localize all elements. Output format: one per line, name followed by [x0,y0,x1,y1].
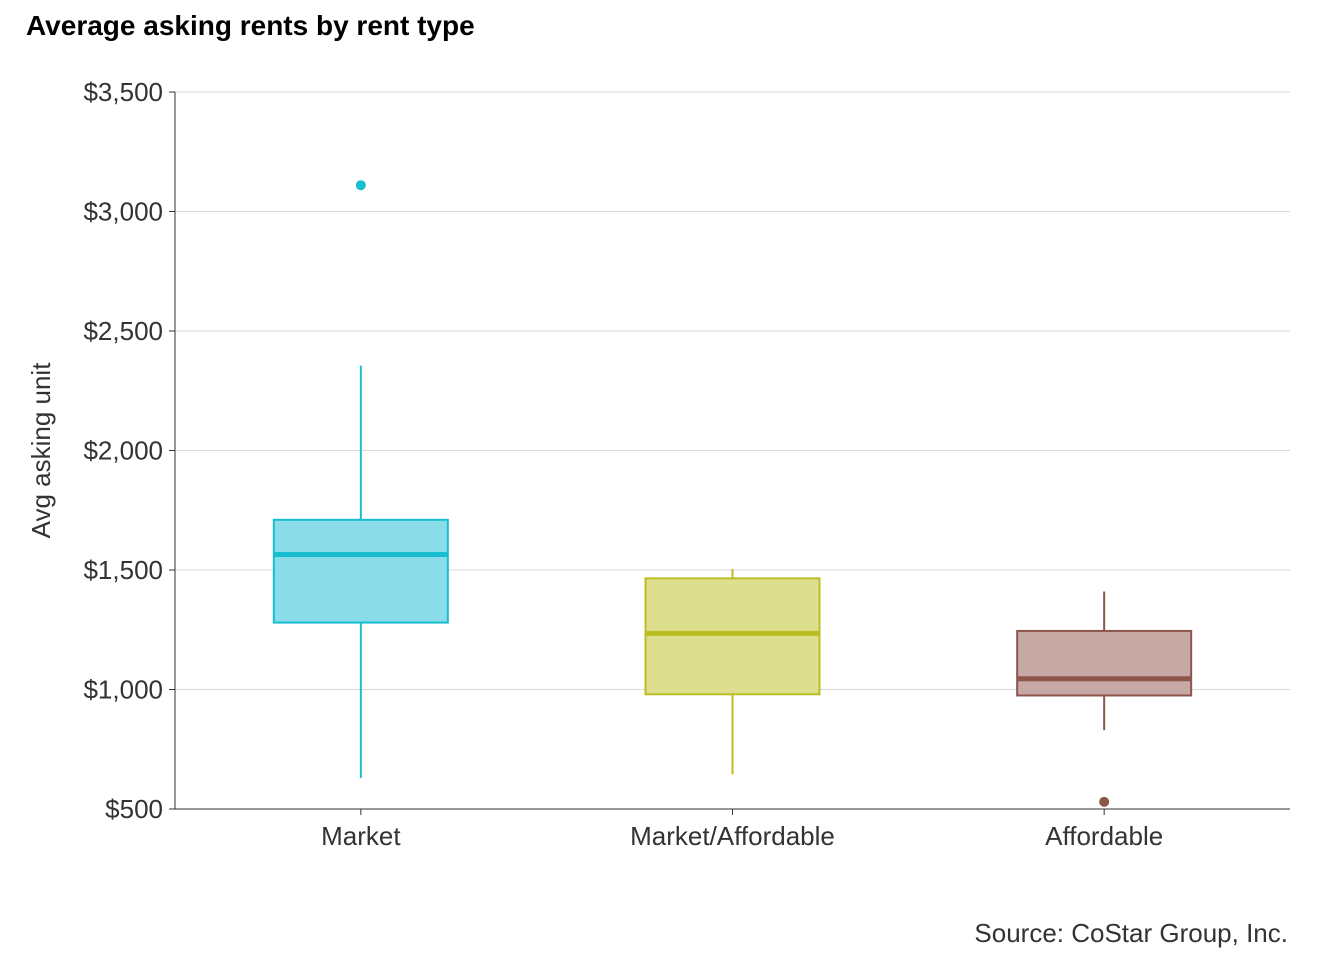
x-tick-label-market: Market [321,821,401,851]
y-tick-label: $500 [105,794,163,824]
box-iqr [1016,629,1193,697]
y-tick-label: $1,000 [83,675,163,705]
x-tick-label-market-affordable: Market/Affordable [630,821,835,851]
y-tick-label: $3,500 [83,77,163,107]
x-tick-label-affordable: Affordable [1045,821,1163,851]
y-axis-title: Avg asking unit [26,362,56,539]
box-affordable [1016,591,1193,807]
axes [169,91,1290,815]
y-tick-label: $2,000 [83,436,163,466]
box-market-affordable [644,568,821,775]
y-tick-label: $1,500 [83,555,163,585]
outlier-point [355,180,366,191]
chart-source: Source: CoStar Group, Inc. [974,918,1288,948]
box-iqr [644,577,821,696]
chart-title: Average asking rents by rent type [26,10,475,41]
box-iqr [272,518,449,624]
y-tick-label: $3,000 [83,197,163,227]
axis-labels: $500 $1,000 $1,500 $2,000 $2,500 $3,000 $3,500… [26,77,1163,851]
y-tick-label: $2,500 [83,316,163,346]
boxes [272,180,1193,807]
box-market [272,180,449,778]
outlier-point [1099,796,1110,807]
